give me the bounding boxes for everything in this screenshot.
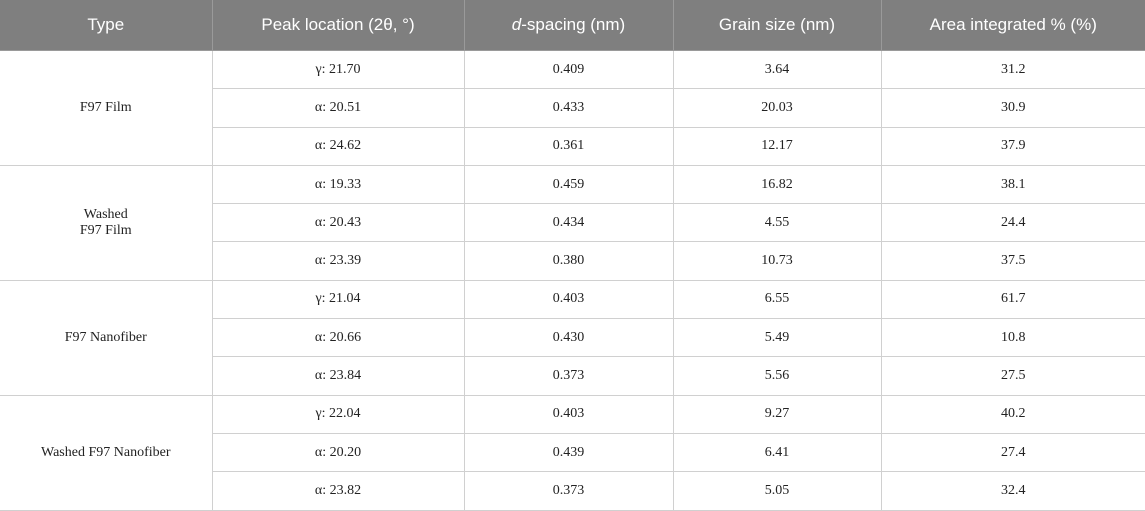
value-cell: α: 23.82 [212,471,465,511]
table-row: Washed F97 Film α: 19.33 0.459 16.82 38.1 [0,164,1145,281]
value-cell: 3.64 [672,49,882,90]
value-cell: 20.03 [672,88,882,128]
table-body: F97 Film γ: 21.70 0.409 3.64 31.2 α: 20.51 0.4… [0,49,1145,511]
value-cell: 38.1 [880,164,1145,205]
value-cell: 16.82 [672,164,882,205]
value-cell: 27.5 [880,356,1145,396]
value-cell: 10.73 [672,241,882,281]
value-cell: 30.9 [880,88,1145,128]
value-cell: α: 20.43 [212,203,465,243]
value-cell: α: 19.33 [211,164,465,205]
column-header: Type [0,0,212,51]
value-cell: 0.373 [463,471,674,511]
value-cell: 0.361 [463,126,674,166]
value-cell: 24.4 [880,203,1145,243]
table-row: α: 20.66 0.430 5.49 10.8 [0,318,1145,358]
type-cell: Washed F97 Film [0,164,213,281]
value-cell: 0.403 [463,279,674,320]
value-cell: α: 23.39 [212,241,465,281]
value-cell: 0.433 [463,88,674,128]
column-header: Area integrated % (%) [880,0,1145,51]
table-row: Washed F97 Nanofiber γ: 22.04 0.403 9.27 40.… [0,394,1145,511]
value-cell: 0.439 [463,432,674,473]
value-cell: 12.17 [672,126,882,166]
value-cell: 37.9 [880,126,1145,166]
value-cell: 0.434 [463,203,674,243]
table-row: α: 20.20 0.439 6.41 27.4 [0,432,1145,473]
value-cell: 6.41 [672,432,882,473]
type-cell: F97 Film [0,50,213,166]
value-cell: 32.4 [880,471,1145,511]
value-cell: 0.459 [463,164,674,205]
column-header: Peak location (2θ, °) [211,0,464,51]
table-row: α: 20.51 0.433 20.03 30.9 [0,88,1145,128]
header-text: -spacing (nm) [521,15,626,34]
type-cell: Washed F97 Nanofiber [0,394,213,511]
table-row: α: 23.82 0.373 5.05 32.4 [0,471,1145,511]
value-cell: α: 20.20 [212,432,465,473]
value-cell: α: 20.51 [212,88,465,128]
value-cell: 40.2 [880,394,1145,434]
value-cell: 31.2 [880,49,1145,90]
value-cell: γ: 21.70 [211,49,465,90]
value-cell: α: 20.66 [212,318,465,358]
type-cell: F97 Nanofiber [0,279,213,396]
value-cell: 0.430 [463,318,674,358]
value-cell: 0.373 [463,356,674,396]
value-cell: 5.56 [672,356,882,396]
value-cell: 4.55 [672,203,882,243]
value-cell: 5.49 [672,318,882,358]
column-header: Grain size (nm) [672,0,881,51]
value-cell: 27.4 [880,432,1145,473]
value-cell: 5.05 [672,471,882,511]
table-row: F97 Film γ: 21.70 0.409 3.64 31.2 [0,49,1145,166]
value-cell: 37.5 [880,241,1145,281]
value-cell: α: 23.84 [212,356,465,396]
table-row: α: 23.39 0.380 10.73 37.5 [0,241,1145,281]
value-cell: γ: 22.04 [211,394,465,434]
value-cell: 0.403 [463,394,674,434]
value-cell: 10.8 [880,318,1145,358]
value-cell: 6.55 [672,279,882,320]
header-row: Type Peak location (2θ, °) d-spacing (nm) G… [0,0,1145,51]
table-head: Type Peak location (2θ, °) d-spacing (nm) G… [0,0,1145,51]
table-row: F97 Nanofiber γ: 21.04 0.403 6.55 61.7 [0,279,1145,396]
value-cell: γ: 21.04 [211,279,465,320]
value-cell: α: 24.62 [212,126,465,166]
header-italic: d [511,15,522,34]
value-cell: 0.380 [463,241,674,281]
value-cell: 61.7 [880,279,1145,320]
value-cell: 9.27 [672,394,882,434]
column-header: d-spacing (nm) [463,0,673,51]
value-cell: 0.409 [463,49,674,90]
